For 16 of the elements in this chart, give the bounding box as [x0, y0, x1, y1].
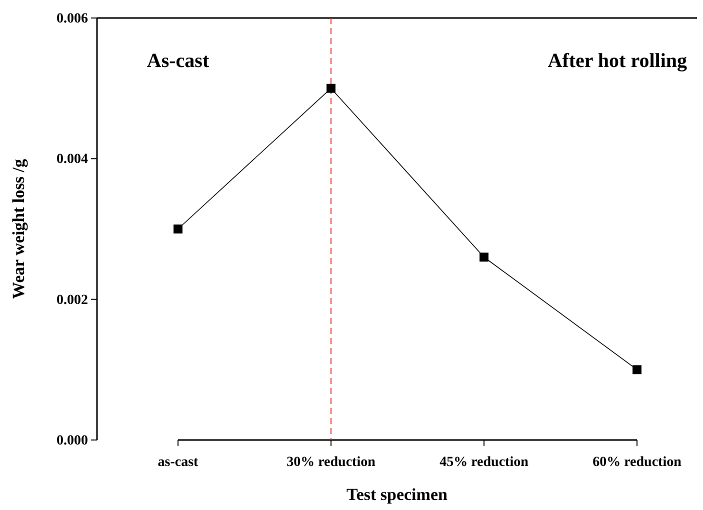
x-tick-label: 30% reduction — [286, 454, 376, 470]
annotation: As-cast — [146, 50, 210, 72]
point — [480, 252, 488, 262]
annotation: After hot rolling — [548, 50, 687, 72]
x-tick-label: 45% reduction — [440, 454, 529, 470]
y-tick-label: 0.004 — [56, 152, 88, 168]
y-tick-label: 0.006 — [56, 11, 88, 26]
y-tick-label: 0.002 — [56, 292, 88, 308]
point — [174, 224, 182, 234]
y-tick-label: 0.000 — [56, 433, 88, 448]
point — [326, 84, 336, 93]
x-tick-label: 60% reduction — [592, 454, 682, 470]
x-tick-label: as-cast — [158, 454, 199, 470]
y-axis-title: Wear weight loss /g — [9, 158, 28, 299]
point — [632, 365, 642, 374]
x-axis-title: Test specimen — [346, 485, 448, 504]
